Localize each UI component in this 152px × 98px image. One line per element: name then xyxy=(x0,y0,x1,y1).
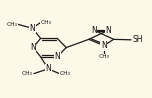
Text: CH₃: CH₃ xyxy=(6,22,17,27)
Text: SH: SH xyxy=(133,35,143,44)
Text: CH₃: CH₃ xyxy=(22,71,33,76)
Text: N: N xyxy=(105,26,111,35)
Text: CH₃: CH₃ xyxy=(41,20,52,25)
Text: CH₃: CH₃ xyxy=(98,54,109,59)
Text: N: N xyxy=(29,24,35,33)
Text: N: N xyxy=(101,41,107,50)
Text: N: N xyxy=(54,52,60,61)
Text: N: N xyxy=(45,64,51,73)
Text: N: N xyxy=(91,26,97,35)
Text: N: N xyxy=(30,43,36,52)
Text: CH₃: CH₃ xyxy=(60,71,71,76)
